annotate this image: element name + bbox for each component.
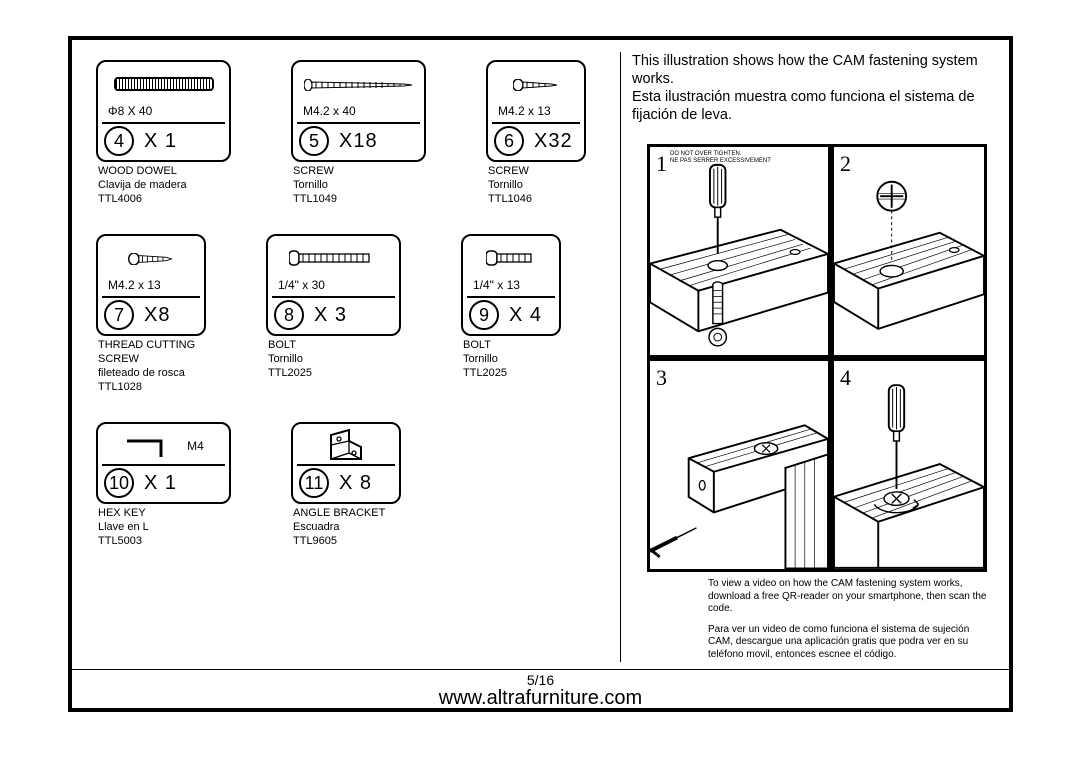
part-qty: X 4	[501, 304, 542, 327]
part-name: SCREW	[293, 165, 424, 179]
part-name: BOLT	[463, 339, 559, 353]
intro-text: This illustration shows how the CAM fast…	[632, 52, 992, 125]
part-code: TTL5003	[98, 535, 229, 549]
page-frame: Φ8 X 40 4 X 1 WOOD DOWEL Clavija de made…	[68, 36, 1013, 712]
part-name-es: Tornillo	[488, 179, 584, 193]
part-qty: X18	[331, 130, 378, 153]
parts-grid: Φ8 X 40 4 X 1 WOOD DOWEL Clavija de made…	[96, 60, 606, 577]
part-number-circle: 5	[299, 126, 329, 156]
intro-es: Esta ilustración muestra como funciona e…	[632, 88, 992, 124]
cam-figure: 1 DO NOT OVER TIGHTEN. NE PAS SERRER EXC…	[647, 144, 987, 574]
part-size: 1/4" x 13	[467, 276, 555, 296]
part-name-es: Tornillo	[293, 179, 424, 193]
cam-step-1: 1 DO NOT OVER TIGHTEN. NE PAS SERRER EXC…	[647, 144, 831, 358]
qr-instructions: To view a video on how the CAM fastening…	[708, 578, 993, 669]
part-number-circle: 9	[469, 300, 499, 330]
angle-bracket-icon	[327, 429, 365, 463]
bolt-long-icon	[289, 249, 379, 267]
part-qty: X32	[526, 130, 573, 153]
part-size: M4.2 x 13	[102, 276, 200, 296]
thread-screw-icon	[125, 252, 177, 264]
footer-rule	[72, 669, 1009, 670]
cam-step-2: 2	[831, 144, 987, 358]
qr-text-en: To view a video on how the CAM fastening…	[708, 578, 993, 616]
part-number-circle: 7	[104, 300, 134, 330]
part-code: TTL9605	[293, 535, 399, 549]
part-name-es: Clavija de madera	[98, 179, 229, 193]
part-qty: X 3	[306, 304, 347, 327]
part-qty: X 1	[136, 472, 177, 495]
part-name: THREAD CUTTING SCREW	[98, 339, 204, 367]
part-5: M4.2 x 40 5 X18 SCREW Tornillo TTL1049	[291, 60, 426, 206]
part-10: M4 10 X 1 HEX KEY Llave en L TTL5003	[96, 422, 231, 548]
part-size: M4.2 x 40	[297, 102, 420, 122]
screw-icon	[304, 78, 414, 90]
page-number: 5/16	[72, 672, 1009, 688]
part-name-es: Tornillo	[463, 353, 559, 367]
part-7: M4.2 x 13 7 X8 THREAD CUTTING SCREW file…	[96, 234, 206, 394]
part-name: HEX KEY	[98, 507, 229, 521]
cam-step-1-drawing	[650, 147, 828, 355]
part-name-es: Llave en L	[98, 521, 229, 535]
part-qty: X 1	[136, 130, 177, 153]
part-name: BOLT	[268, 339, 399, 353]
part-name-es: Escuadra	[293, 521, 399, 535]
intro-en: This illustration shows how the CAM fast…	[632, 52, 992, 88]
part-size: Φ8 X 40	[102, 102, 225, 122]
part-qty: X 8	[331, 472, 372, 495]
part-size: 1/4" x 30	[272, 276, 395, 296]
part-number-circle: 8	[274, 300, 304, 330]
part-number-circle: 10	[104, 468, 134, 498]
part-size: M4.2 x 13	[492, 102, 580, 122]
bolt-short-icon	[486, 249, 536, 267]
cam-step-3-drawing	[650, 361, 828, 569]
part-code: TTL1046	[488, 193, 584, 207]
part-number-circle: 11	[299, 468, 329, 498]
screw-short-icon	[513, 78, 559, 90]
part-code: TTL1028	[98, 381, 204, 395]
part-name-es: fileteado de rosca	[98, 367, 204, 381]
part-code: TTL4006	[98, 193, 229, 207]
wood-dowel-icon	[114, 77, 214, 91]
part-11: 11 X 8 ANGLE BRACKET Escuadra TTL9605	[291, 422, 401, 548]
cam-step-4-drawing	[834, 361, 984, 569]
part-qty: X8	[136, 304, 170, 327]
part-4: Φ8 X 40 4 X 1 WOOD DOWEL Clavija de made…	[96, 60, 231, 206]
hex-key-icon	[123, 433, 183, 459]
footer-url: www.altrafurniture.com	[72, 687, 1009, 710]
part-6: M4.2 x 13 6 X32 SCREW Tornillo TTL1046	[486, 60, 586, 206]
part-number-circle: 4	[104, 126, 134, 156]
part-name-es: Tornillo	[268, 353, 399, 367]
cam-step-4: 4	[831, 358, 987, 572]
part-code: TTL2025	[268, 367, 399, 381]
part-name: SCREW	[488, 165, 584, 179]
part-code: TTL1049	[293, 193, 424, 207]
part-9: 1/4" x 13 9 X 4 BOLT Tornillo TTL2025	[461, 234, 561, 394]
qr-text-es: Para ver un video de como funciona el si…	[708, 624, 993, 662]
cam-step-2-drawing	[834, 147, 984, 355]
part-code: TTL2025	[463, 367, 559, 381]
part-number-circle: 6	[494, 126, 524, 156]
part-8: 1/4" x 30 8 X 3 BOLT Tornillo TTL2025	[266, 234, 401, 394]
part-name: ANGLE BRACKET	[293, 507, 399, 521]
part-size: M4	[187, 439, 204, 453]
part-name: WOOD DOWEL	[98, 165, 229, 179]
cam-step-3: 3	[647, 358, 831, 572]
column-divider	[620, 52, 621, 662]
